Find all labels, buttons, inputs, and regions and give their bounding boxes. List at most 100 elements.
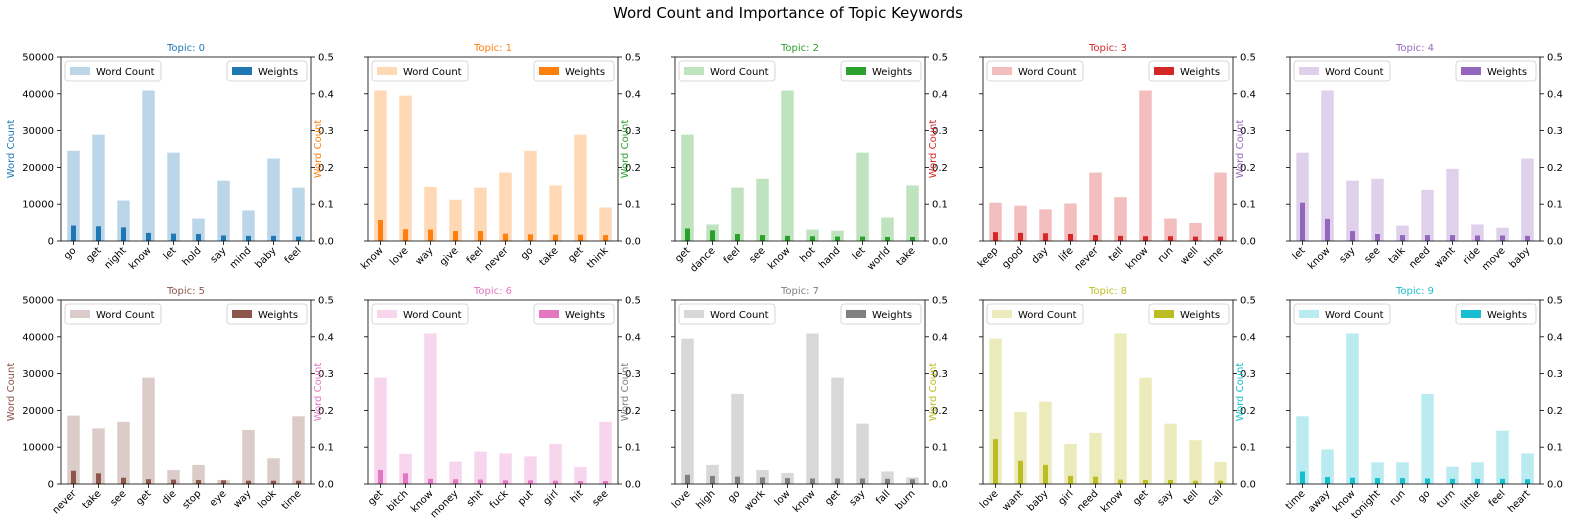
x-tick-label: low [773,488,793,508]
weight-bar [760,235,765,241]
word-count-bar [1139,90,1152,241]
legend-box [226,303,308,325]
weight-bar [578,481,583,484]
weight-bar [710,475,715,484]
legend-swatch [377,310,397,318]
weight-bar [1500,235,1505,241]
weight-bar [835,236,840,241]
legend-weights: Weights [226,60,308,82]
right-tick-label: 0.5 [625,296,641,307]
x-tick-label: get [566,245,585,264]
x-tick-label: get [84,245,103,264]
weight-bar [1450,235,1455,241]
left-tick-label: 10000 [22,443,54,454]
subplot-title: Topic: 8 [1088,286,1127,297]
word-count-bar [806,229,819,241]
legend-label: Word Count [96,67,155,78]
left-tick-label: 40000 [22,332,54,343]
word-count-bar [1064,443,1077,484]
word-count-bar [1396,462,1409,484]
legend-box [678,60,776,82]
weight-bar [1425,478,1430,484]
right-tick-label: 0.4 [1240,89,1256,100]
word-count-bar [1371,462,1384,484]
word-count-bar [1496,227,1509,241]
word-count-bar [242,429,255,484]
weight-bar [1143,236,1148,241]
legend-label: Weights [565,310,605,321]
x-tick-label: want [1000,488,1025,513]
x-tick-label: want [1432,245,1457,270]
right-tick-label: 0.3 [1240,369,1256,380]
word-count-bar [1114,333,1127,484]
legend-label: Word Count [1325,310,1384,321]
right-tick-label: 0.4 [1547,332,1563,343]
subplot-title: Topic: 7 [780,286,819,297]
legend-box [371,303,469,325]
legend-word-count: Word Count [371,303,469,325]
x-tick-label: go [62,245,79,262]
x-tick-label: tell [1182,488,1201,507]
weight-bar [1093,476,1098,484]
word-count-bar [1421,393,1434,484]
x-tick-label: fall [874,488,893,507]
legend-box [64,60,162,82]
x-tick-label: love [388,245,411,268]
x-tick-label: baby [1025,488,1050,513]
x-tick-label: turn [1435,488,1457,510]
x-tick-label: feel [465,245,486,266]
y-axis-label: Word Count [928,363,939,422]
word-count-bar [1496,430,1509,484]
word-count-bar [1164,218,1177,241]
legend-swatch [539,67,559,75]
x-tick-label: world [865,245,892,272]
weight-bar [146,479,151,484]
right-tick-label: 0.1 [1240,200,1256,211]
x-tick-label: hot [798,245,817,264]
weight-bar [71,470,76,484]
legend-swatch [1299,67,1319,75]
x-tick-label: time [280,488,304,512]
right-tick-label: 0.0 [932,237,948,248]
x-tick-label: bitch [385,488,410,513]
weight-bar [403,473,408,484]
x-tick-label: time [1202,245,1226,269]
weight-bar [685,228,690,241]
right-tick-label: 0.5 [318,53,334,64]
x-tick-label: never [1073,245,1102,274]
weight-bar [1168,236,1173,241]
word-count-bar [292,187,305,241]
plot-frame [982,299,1234,485]
left-tick-label: 10000 [22,200,54,211]
x-tick-label: feel [722,245,743,266]
x-tick-label: way [232,488,254,510]
right-tick-label: 0.2 [932,163,948,174]
right-tick-label: 0.3 [1547,126,1563,137]
weight-bar [528,234,533,241]
word-count-bar [374,377,387,484]
plot-frame [674,56,926,242]
y-axis-label: Word Count [313,363,324,422]
weight-bar [578,234,583,241]
weight-bar [1300,471,1305,484]
x-tick-label: get [1131,488,1150,507]
weight-bar [785,235,790,241]
weight-bar [453,231,458,241]
weight-bar [221,235,226,241]
legend-swatch [70,67,90,75]
weight-bar [553,480,558,484]
x-tick-label: know [791,488,817,514]
word-count-bar [1189,222,1202,241]
weight-bar [221,480,226,484]
word-count-bar [474,451,487,484]
x-tick-label: get [823,488,842,507]
word-count-bar [292,416,305,484]
right-tick-label: 0.3 [932,369,948,380]
word-count-bar [524,150,537,241]
weight-bar [910,236,915,241]
legend-label: Weights [1180,67,1220,78]
y-axis-label: Word Count [6,363,17,422]
x-tick-label: know [766,245,792,271]
x-tick-label: get [673,245,692,264]
x-tick-label: burn [894,488,918,512]
